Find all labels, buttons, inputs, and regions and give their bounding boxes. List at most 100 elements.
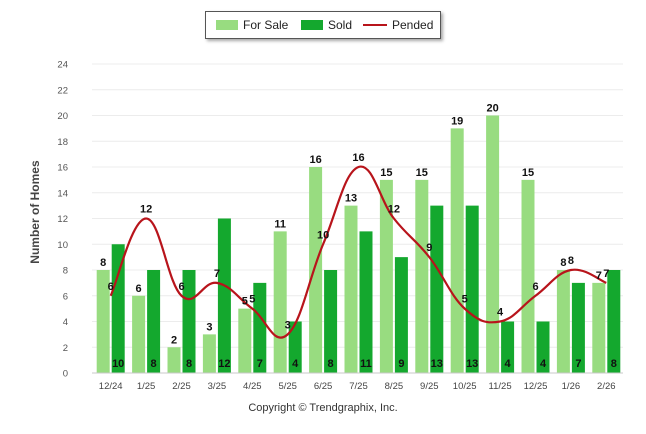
- x-tick-label: 2/25: [172, 381, 191, 392]
- x-tick-label: 11/25: [489, 381, 512, 392]
- legend-swatch-pended: [363, 24, 387, 26]
- legend-swatch-sold: [301, 20, 323, 30]
- copyright-text: Copyright © Trendgraphix, Inc.: [248, 402, 398, 414]
- label-for-sale: 5: [242, 296, 248, 308]
- pended-line[interactable]: [109, 165, 607, 339]
- y-tick-label: 18: [57, 137, 68, 148]
- label-pended: 7: [603, 268, 609, 280]
- bar-for-sale[interactable]: [379, 179, 393, 373]
- bar-for-sale[interactable]: [309, 167, 323, 373]
- bar-sold[interactable]: [147, 270, 161, 373]
- x-tick-label: 4/25: [243, 381, 262, 392]
- legend: For Sale Sold Pended: [205, 11, 441, 39]
- bar-for-sale[interactable]: [592, 282, 606, 373]
- bars: [96, 115, 621, 374]
- y-tick-label: 10: [57, 240, 68, 251]
- bar-sold[interactable]: [324, 270, 338, 373]
- x-tick-label: 2/26: [597, 381, 616, 392]
- bar-for-sale[interactable]: [486, 115, 500, 374]
- label-pended: 4: [497, 307, 504, 319]
- x-tick-label: 8/25: [385, 381, 404, 392]
- label-sold: 13: [431, 358, 443, 370]
- bar-sold[interactable]: [607, 270, 621, 373]
- legend-label-sold: Sold: [328, 18, 353, 32]
- legend-item-pended[interactable]: Pended: [363, 18, 433, 32]
- label-pended: 12: [388, 204, 400, 216]
- bar-for-sale[interactable]: [344, 205, 358, 373]
- label-for-sale: 15: [522, 167, 534, 179]
- y-tick-label: 22: [57, 85, 68, 96]
- y-axis-label: Number of Homes: [28, 160, 42, 264]
- label-sold: 8: [186, 358, 192, 370]
- bar-for-sale[interactable]: [556, 270, 570, 373]
- label-pended: 12: [140, 204, 152, 216]
- x-tick-label: 12/25: [524, 381, 548, 392]
- label-pended: 9: [426, 242, 432, 254]
- x-tick-label: 12/24: [99, 381, 123, 392]
- bar-sold[interactable]: [501, 321, 515, 374]
- x-tick-label: 1/26: [562, 381, 581, 392]
- label-sold: 7: [257, 358, 263, 370]
- bar-for-sale[interactable]: [132, 295, 146, 373]
- bar-for-sale[interactable]: [415, 179, 429, 373]
- label-pended: 10: [317, 229, 329, 241]
- label-for-sale: 20: [486, 103, 498, 115]
- label-for-sale: 2: [171, 334, 177, 346]
- y-tick-label: 24: [57, 60, 68, 71]
- label-sold: 7: [575, 358, 581, 370]
- y-tick-label: 2: [63, 343, 68, 354]
- y-tick-label: 12: [57, 214, 68, 225]
- label-pended: 5: [462, 294, 468, 306]
- y-tick-label: 4: [63, 317, 68, 328]
- bar-for-sale[interactable]: [96, 270, 110, 373]
- label-sold: 11: [360, 358, 372, 370]
- label-for-sale: 15: [416, 167, 428, 179]
- bar-for-sale[interactable]: [202, 334, 216, 373]
- label-for-sale: 15: [380, 167, 392, 179]
- label-sold: 8: [328, 358, 334, 370]
- bar-sold[interactable]: [571, 282, 585, 373]
- label-for-sale: 6: [136, 283, 142, 295]
- label-sold: 8: [611, 358, 617, 370]
- bar-sold[interactable]: [182, 270, 196, 373]
- bar-sold[interactable]: [359, 231, 373, 373]
- bar-sold[interactable]: [536, 321, 550, 374]
- bar-sold[interactable]: [217, 218, 231, 374]
- y-tick-label: 20: [57, 111, 68, 122]
- label-for-sale: 8: [560, 257, 566, 269]
- bar-sold[interactable]: [394, 257, 408, 373]
- x-tick-label: 5/25: [278, 381, 297, 392]
- label-for-sale: 19: [451, 115, 463, 127]
- x-tick-label: 6/25: [314, 381, 333, 392]
- bar-sold[interactable]: [253, 282, 267, 373]
- label-for-sale: 13: [345, 193, 357, 205]
- bar-sold[interactable]: [111, 244, 125, 373]
- bar-for-sale[interactable]: [521, 179, 535, 373]
- bar-for-sale[interactable]: [238, 308, 252, 373]
- label-for-sale: 11: [274, 218, 286, 230]
- legend-item-for-sale[interactable]: For Sale: [216, 18, 288, 32]
- x-tick-label: 10/25: [453, 381, 477, 392]
- label-pended: 16: [352, 152, 364, 164]
- y-tick-label: 6: [63, 291, 68, 302]
- bar-for-sale[interactable]: [450, 128, 464, 373]
- label-pended: 8: [568, 255, 574, 267]
- x-axis-ticks: 12/24 1/25 2/25 3/25 4/25 5/25 6/25 7/25 8/25 9/2…: [99, 381, 616, 392]
- label-pended: 7: [214, 268, 220, 280]
- bar-for-sale[interactable]: [273, 231, 287, 373]
- x-tick-label: 1/25: [137, 381, 156, 392]
- label-pended: 5: [249, 294, 255, 306]
- bar-sold[interactable]: [465, 205, 479, 373]
- label-for-sale: 16: [309, 154, 321, 166]
- label-for-sale: 3: [206, 321, 212, 333]
- bar-for-sale[interactable]: [167, 347, 181, 373]
- legend-label-pended: Pended: [392, 18, 434, 32]
- bar-sold[interactable]: [288, 321, 302, 374]
- label-sold: 10: [112, 358, 124, 370]
- label-sold: 8: [151, 358, 157, 370]
- legend-item-sold[interactable]: Sold: [301, 18, 352, 32]
- bar-sold[interactable]: [430, 205, 444, 373]
